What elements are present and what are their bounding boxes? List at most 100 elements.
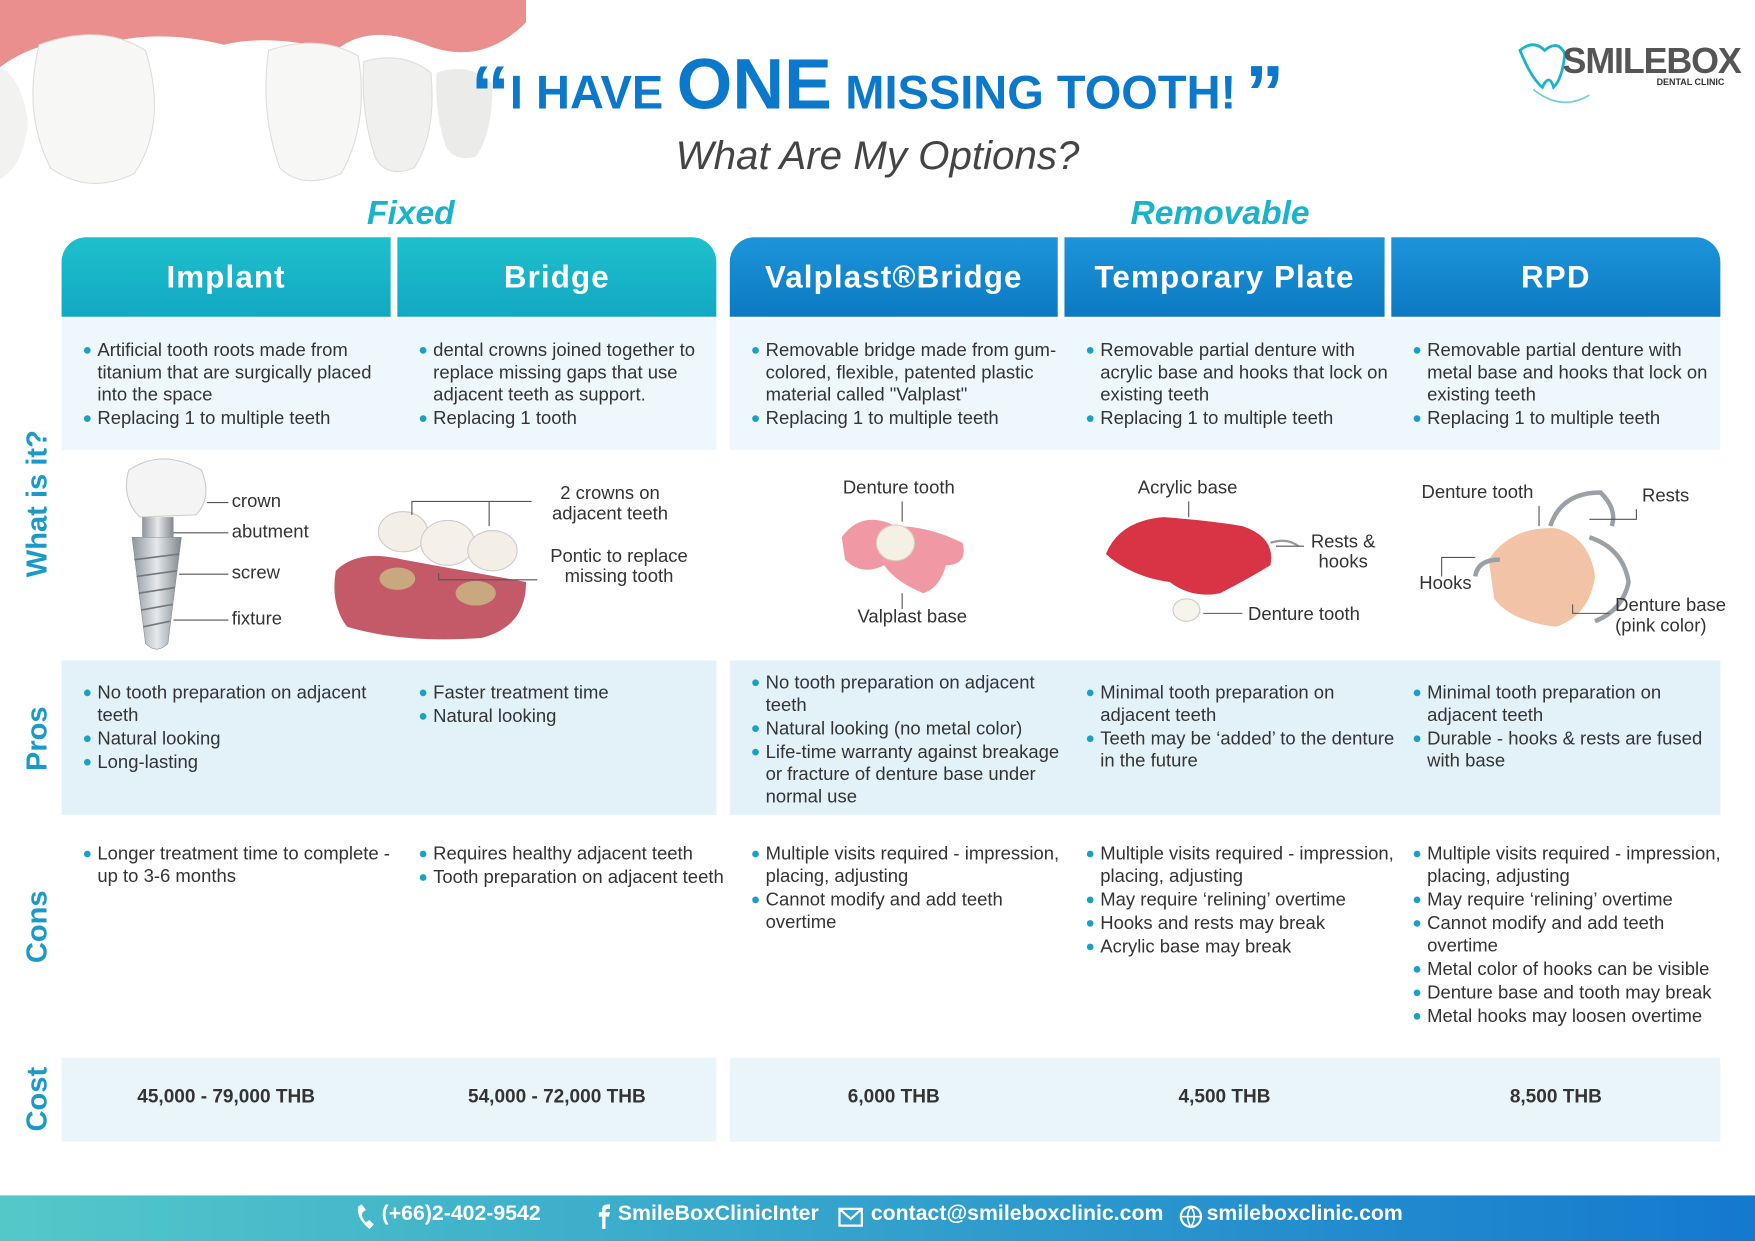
footer-bar bbox=[0, 1195, 1755, 1241]
description-list-item: Replacing 1 to multiple teeth bbox=[1086, 407, 1395, 429]
row-background bbox=[61, 1057, 717, 1142]
row-label: What is it? bbox=[19, 430, 54, 578]
temporary-plate-illustration bbox=[1105, 501, 1304, 622]
row-label: Cons bbox=[19, 890, 54, 964]
cons-list-item: Metal hooks may loosen overtime bbox=[1413, 1005, 1731, 1027]
cost: 8,500 THB bbox=[1509, 1085, 1602, 1107]
cons-list-item: May require ‘relining’ overtime bbox=[1086, 889, 1395, 911]
cost: 4,500 THB bbox=[1178, 1085, 1271, 1107]
image-label: 2 crowns on adjacent teeth bbox=[551, 483, 669, 524]
image-label: Valplast base bbox=[857, 606, 967, 627]
description-list: Artificial tooth roots made from titaniu… bbox=[82, 339, 402, 431]
cost: 6,000 THB bbox=[847, 1085, 940, 1107]
row-background bbox=[729, 319, 1721, 450]
description-list-item: Removable bridge made from gum-colored, … bbox=[752, 339, 1069, 406]
cost: 45,000 - 79,000 THB bbox=[137, 1085, 315, 1107]
image-label: Denture tooth bbox=[1248, 604, 1360, 625]
cons-list-item: Denture base and tooth may break bbox=[1413, 982, 1731, 1004]
cons-list: Requires healthy adjacent teeth Tooth pre… bbox=[417, 843, 727, 890]
image-label: Denture tooth bbox=[1421, 482, 1534, 503]
pros-list-item: Durable - hooks & rests are fused with b… bbox=[1413, 728, 1731, 773]
description-list-item: dental crowns joined together to replace… bbox=[419, 339, 727, 406]
logo-subtitle: DENTAL CLINIC bbox=[1656, 77, 1725, 88]
cost: 54,000 - 72,000 THB bbox=[467, 1085, 646, 1107]
cons-list-item: Multiple visits required - impression, p… bbox=[752, 843, 1069, 888]
subtitle: What Are My Options? bbox=[675, 132, 1080, 178]
cons-list-item: Acrylic base may break bbox=[1086, 936, 1395, 958]
cons-list-item: Metal color of hooks can be visible bbox=[1413, 958, 1731, 980]
row-background bbox=[61, 660, 717, 815]
description-list-item: Removable partial denture with acrylic b… bbox=[1086, 339, 1395, 406]
description-list-item: Removable partial denture with metal bas… bbox=[1413, 339, 1731, 406]
description-list-item: Artificial tooth roots made from titaniu… bbox=[83, 339, 401, 406]
pros-list-item: Natural looking bbox=[83, 728, 401, 750]
pros-list-item: Natural looking bbox=[419, 705, 727, 727]
footer-item: SmileBoxClinicInter bbox=[617, 1202, 819, 1226]
image-label: Rests & hooks bbox=[1310, 531, 1376, 572]
implant-illustration bbox=[125, 458, 229, 650]
cons-list-item: Cannot modify and add teeth overtime bbox=[752, 889, 1069, 934]
title-end: MISSING TOOTH! bbox=[845, 66, 1237, 119]
pros-list-item: No tooth preparation on adjacent teeth bbox=[752, 672, 1069, 717]
cons-list-item: Tooth preparation on adjacent teeth bbox=[419, 866, 727, 888]
image-label: crown bbox=[231, 491, 281, 512]
row-background bbox=[729, 660, 1721, 815]
image-label: Rests bbox=[1642, 485, 1690, 506]
description-list: Removable partial denture with metal bas… bbox=[1411, 339, 1731, 431]
pros-list-item: No tooth preparation on adjacent teeth bbox=[83, 682, 401, 727]
cons-list-item: Hooks and rests may break bbox=[1086, 912, 1395, 934]
description-list-item: Replacing 1 tooth bbox=[419, 407, 727, 429]
cons-list-item: Longer treatment time to complete - up t… bbox=[83, 843, 401, 888]
row-label: Pros bbox=[19, 706, 54, 772]
image-label: Acrylic base bbox=[1137, 477, 1238, 499]
description-list-item: Replacing 1 to multiple teeth bbox=[1413, 407, 1731, 429]
column-header: Temporary Plate bbox=[1064, 237, 1385, 317]
close-quote: ” bbox=[1245, 49, 1285, 137]
description-list-item: Replacing 1 to multiple teeth bbox=[83, 407, 401, 429]
column-header: Implant bbox=[61, 237, 391, 317]
cons-list-item: Cannot modify and add teeth overtime bbox=[1413, 912, 1731, 957]
description-list-item: Replacing 1 to multiple teeth bbox=[752, 407, 1069, 429]
column-header: Valplast®Bridge bbox=[729, 237, 1058, 317]
image-label: screw bbox=[231, 563, 280, 584]
image-label: fixture bbox=[231, 608, 282, 630]
pros-list-item: Minimal tooth preparation on adjacent te… bbox=[1086, 682, 1395, 727]
valplast-illustration bbox=[841, 501, 964, 609]
group-label: Removable bbox=[1130, 194, 1310, 232]
image-label: Hooks bbox=[1419, 573, 1472, 594]
rpd-illustration bbox=[1441, 490, 1637, 627]
title-emphasis: ONE bbox=[676, 43, 832, 125]
pros-list-item: Long-lasting bbox=[83, 751, 401, 773]
description-list: Removable partial denture with acrylic b… bbox=[1085, 339, 1396, 431]
teeth-illustration bbox=[0, 0, 527, 184]
pros-list: Faster treatment time Natural looking bbox=[417, 682, 727, 729]
pros-list-item: Teeth may be ‘added’ to the denture in t… bbox=[1086, 728, 1395, 772]
cons-list: Multiple visits required - impression, p… bbox=[1085, 843, 1396, 959]
pros-list: Minimal tooth preparation on adjacent te… bbox=[1085, 682, 1396, 774]
image-label: Denture tooth bbox=[842, 477, 955, 499]
description-list: Removable bridge made from gum-colored, … bbox=[750, 339, 1069, 431]
cons-list-item: Multiple visits required - impression, p… bbox=[1086, 843, 1394, 887]
pros-list: No tooth preparation on adjacent teeth Na… bbox=[82, 682, 402, 775]
pros-list-item: Natural looking (no metal color) bbox=[752, 717, 1069, 739]
cons-list-item: Multiple visits required - impression, p… bbox=[1413, 843, 1731, 888]
cons-list: Multiple visits required - impression, p… bbox=[750, 843, 1069, 935]
pros-list-item: Life-time warranty against breakage or f… bbox=[752, 741, 1069, 808]
cons-list: Longer treatment time to complete - up t… bbox=[82, 843, 402, 889]
cons-list: Multiple visits required - impression, p… bbox=[1411, 843, 1731, 1029]
column-header: RPD bbox=[1391, 237, 1721, 317]
column-header: Bridge bbox=[397, 237, 717, 317]
pros-list-item: Minimal tooth preparation on adjacent te… bbox=[1413, 682, 1731, 727]
open-quote: “ bbox=[470, 49, 510, 137]
image-label: Denture base (pink color) bbox=[1615, 595, 1727, 636]
title: “I HAVE ONE MISSING TOOTH!” bbox=[0, 43, 1755, 138]
image-label: Pontic to replace missing tooth bbox=[550, 546, 688, 587]
image-label: abutment bbox=[231, 521, 309, 542]
cons-list-item: May require ‘relining’ overtime bbox=[1413, 889, 1731, 911]
footer-item: smileboxclinic.com bbox=[1206, 1202, 1403, 1226]
group-label: Fixed bbox=[366, 194, 455, 232]
logo-name: SMILEBOX bbox=[1562, 40, 1742, 81]
row-label: Cost bbox=[19, 1066, 54, 1132]
